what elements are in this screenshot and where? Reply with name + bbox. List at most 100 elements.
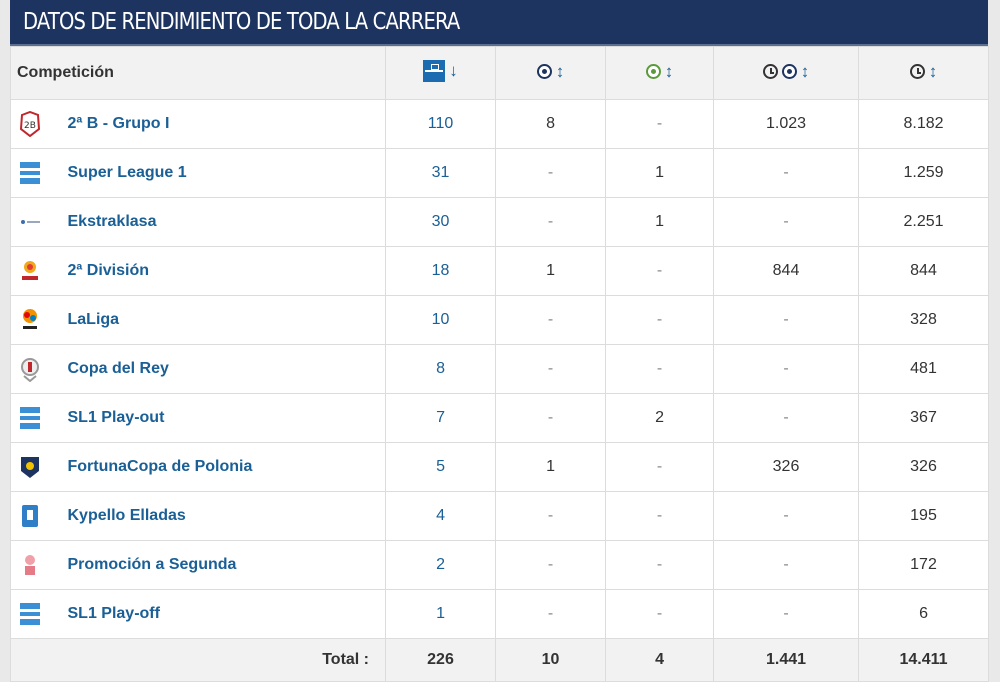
appearances-cell[interactable]: 4 (385, 491, 497, 541)
competition-name-cell: Super League 1 (65, 148, 387, 198)
laliga-logo-icon (11, 307, 66, 333)
competition-logo (10, 393, 66, 443)
minutes-per-goal-cell: 326 (713, 442, 860, 492)
assists-cell: 1 (605, 197, 715, 247)
promocion-logo-icon (11, 552, 66, 578)
stats-table: Competición ↓ ↕ ↕ ↕ ↕ 2B 2ª B - Grupo I 11… (9, 46, 990, 682)
minutes-per-goal-cell: - (713, 148, 860, 198)
copa-del-rey-logo-icon (11, 356, 66, 382)
competition-name-cell: SL1 Play-out (65, 393, 387, 443)
column-header-assists[interactable]: ↕ (605, 46, 715, 100)
sort-icon[interactable]: ↕ (555, 61, 565, 81)
super-league-logo-icon (11, 601, 66, 627)
svg-text:2B: 2B (24, 121, 36, 131)
assists-cell: - (605, 540, 715, 590)
minutes-cell: 8.182 (858, 99, 990, 149)
sort-desc-icon[interactable]: ↓ (449, 60, 458, 80)
column-header-minutes-per-goal[interactable]: ↕ (713, 46, 860, 100)
goals-cell: - (495, 491, 607, 541)
totals-row: Total : 226 10 4 1.441 14.411 (9, 638, 990, 682)
appearances-cell[interactable]: 8 (385, 344, 497, 394)
minutes-per-goal-cell: - (713, 491, 860, 541)
competition-name-cell: LaLiga (65, 295, 387, 345)
minutes-cell: 481 (858, 344, 990, 394)
assist-ball-icon (645, 64, 661, 80)
competition-link[interactable]: SL1 Play-out (67, 409, 165, 426)
column-header-competition: Competición (9, 46, 387, 100)
goals-cell: - (495, 148, 607, 198)
minutes-cell: 2.251 (858, 197, 990, 247)
goals-cell: 8 (495, 99, 607, 149)
minutes-per-goal-cell: - (713, 197, 860, 247)
competition-logo (10, 442, 66, 492)
competition-logo: 2B (10, 99, 66, 149)
total-appearances: 226 (385, 638, 497, 682)
minutes-cell: 328 (858, 295, 990, 345)
competition-logo (10, 197, 66, 247)
goals-cell: 1 (495, 442, 607, 492)
total-minutes-per-goal: 1.441 (713, 638, 860, 682)
competition-link[interactable]: LaLiga (67, 311, 120, 328)
goals-cell: - (495, 344, 607, 394)
appearances-cell[interactable]: 30 (385, 197, 497, 247)
competition-logo (10, 491, 66, 541)
appearances-cell[interactable]: 5 (385, 442, 497, 492)
assists-cell: 2 (605, 393, 715, 443)
appearances-cell[interactable]: 18 (385, 246, 497, 296)
appearances-cell[interactable]: 2 (385, 540, 497, 590)
table-row: SL1 Play-off 1- - -6 (10, 589, 990, 639)
column-header-appearances[interactable]: ↓ (385, 46, 497, 100)
competition-link[interactable]: 2ª División (67, 262, 150, 279)
minutes-cell: 326 (858, 442, 990, 492)
competition-link[interactable]: SL1 Play-off (67, 605, 160, 622)
table-row: Ekstraklasa 30-1-2.251 (10, 197, 990, 247)
assists-cell: - (605, 491, 715, 541)
minutes-per-goal-cell: 1.023 (713, 99, 860, 149)
table-row: SL1 Play-out 7-2-367 (10, 393, 990, 443)
table-header-row: Competición ↓ ↕ ↕ ↕ ↕ (9, 46, 990, 100)
ekstraklasa-logo-icon (11, 209, 66, 235)
minutes-per-goal-cell: - (713, 393, 860, 443)
minutes-cell: 6 (858, 589, 990, 639)
table-row: FortunaCopa de Polonia 5 1-326 326 (10, 442, 990, 492)
sort-icon[interactable]: ↕ (928, 61, 938, 81)
assists-cell: - (605, 246, 715, 296)
competition-link[interactable]: Copa del Rey (67, 360, 169, 377)
competition-logo (10, 246, 66, 296)
competition-link[interactable]: Kypello Elladas (67, 507, 186, 524)
appearances-cell[interactable]: 110 (385, 99, 497, 149)
goals-cell: - (495, 393, 607, 443)
goals-cell: - (495, 197, 607, 247)
minutes-cell: 367 (858, 393, 990, 443)
segunda-division-logo-icon (11, 258, 66, 284)
appearances-cell[interactable]: 7 (385, 393, 497, 443)
column-header-minutes[interactable]: ↕ (858, 46, 990, 100)
total-goals: 10 (495, 638, 607, 682)
competition-link[interactable]: Promoción a Segunda (67, 556, 237, 573)
minutes-per-goal-cell: - (713, 589, 860, 639)
table-row: 2ª División 18 1-844 844 (10, 246, 990, 296)
minutes-per-goal-cell: 844 (713, 246, 860, 296)
appearances-cell[interactable]: 1 (385, 589, 497, 639)
competition-link[interactable]: FortunaCopa de Polonia (67, 458, 253, 475)
assists-cell: - (605, 589, 715, 639)
assists-cell: - (605, 295, 715, 345)
column-header-goals[interactable]: ↕ (495, 46, 607, 100)
table-row: LaLiga 10- - -328 (10, 295, 990, 345)
segunda-b-logo-icon: 2B (11, 111, 66, 137)
appearances-cell[interactable]: 10 (385, 295, 497, 345)
clock-icon (909, 64, 925, 80)
competition-name-cell: FortunaCopa de Polonia (65, 442, 387, 492)
competition-link[interactable]: Super League 1 (67, 164, 187, 181)
competition-name-cell: 2ª División (65, 246, 387, 296)
sort-icon[interactable]: ↕ (800, 61, 810, 81)
competition-link[interactable]: 2ª B - Grupo I (67, 115, 170, 132)
ball-icon (536, 64, 552, 80)
competition-link[interactable]: Ekstraklasa (67, 213, 157, 230)
super-league-logo-icon (11, 160, 66, 186)
sort-icon[interactable]: ↕ (664, 61, 674, 81)
appearances-cell[interactable]: 31 (385, 148, 497, 198)
competition-name-cell: SL1 Play-off (65, 589, 387, 639)
competition-name-cell: 2ª B - Grupo I (65, 99, 387, 149)
goals-cell: - (495, 295, 607, 345)
